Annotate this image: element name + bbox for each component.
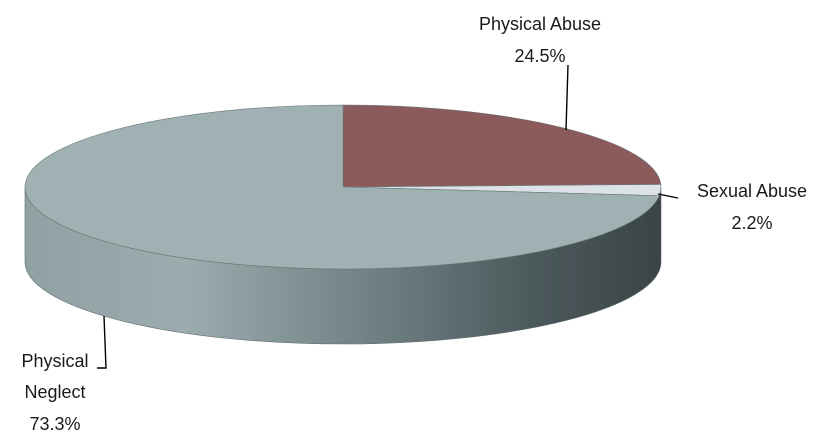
slice-label-sexual-abuse: Sexual Abuse	[697, 181, 807, 201]
slice-label-physical-neglect-line2: Neglect	[24, 382, 85, 402]
slice-value-sexual-abuse: 2.2%	[731, 213, 772, 233]
leader-line-physical-neglect	[97, 315, 107, 369]
slice-label-physical-neglect-line1: Physical	[21, 351, 88, 371]
leader-line-sexual-abuse	[657, 193, 679, 199]
pie-slice-physical-neglect	[24, 104, 660, 270]
slice-value-physical-neglect: 73.3%	[29, 414, 80, 434]
pie-slice-physical-abuse	[342, 104, 662, 188]
slice-value-physical-abuse: 24.5%	[514, 46, 565, 66]
leader-line-physical-abuse	[565, 64, 569, 131]
slice-label-physical-abuse: Physical Abuse	[479, 14, 601, 34]
